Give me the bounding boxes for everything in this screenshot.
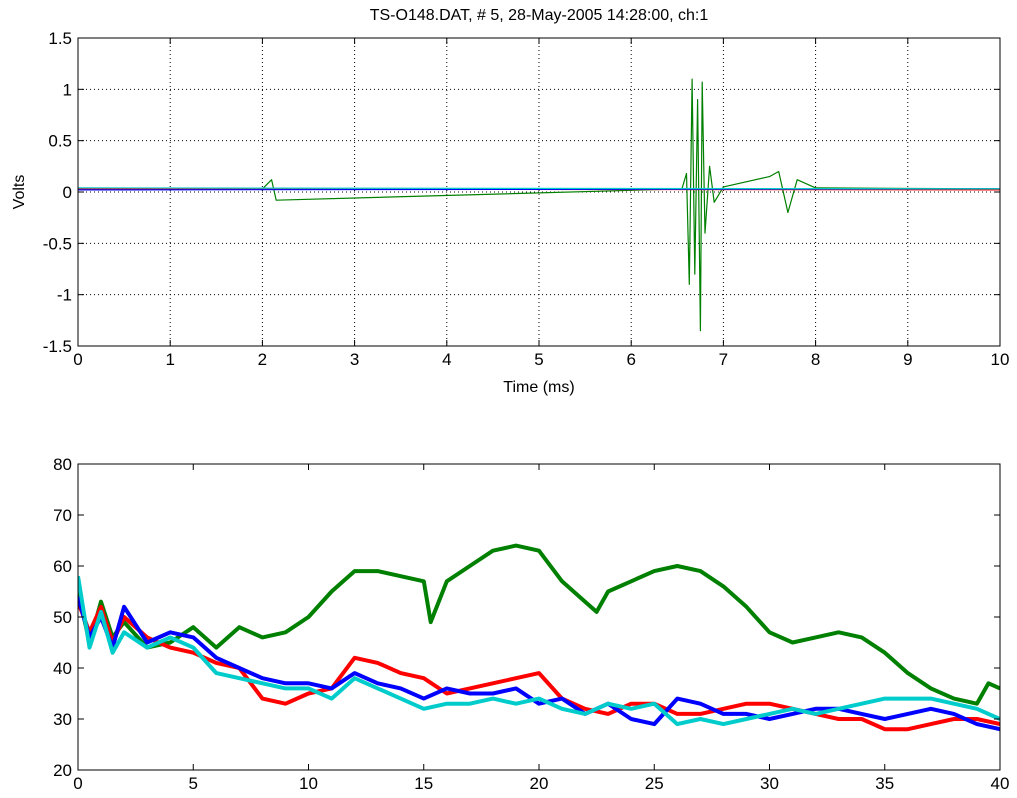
plot-title: TS-O148.DAT, # 5, 28-May-2005 14:28:00, …: [370, 7, 709, 24]
y-tick-label: -1: [57, 286, 72, 305]
x-tick-label: 35: [875, 774, 894, 793]
x-tick-label: 2: [258, 350, 267, 369]
y-axis-label: Volts: [11, 175, 28, 210]
x-tick-label: 0: [73, 350, 82, 369]
x-tick-label: 25: [645, 774, 664, 793]
y-tick-label: 60: [53, 557, 72, 576]
x-tick-label: 10: [299, 774, 318, 793]
y-tick-label: 20: [53, 761, 72, 780]
x-tick-label: 6: [626, 350, 635, 369]
bottom-plot-spectrum: 0 5 10 15 20 25 30 35 40 80 70 60 50 40 30 20: [53, 455, 1009, 793]
y-tick-label: 70: [53, 506, 72, 525]
x-tick-label: 4: [442, 350, 451, 369]
x-tick-label: 0: [73, 774, 82, 793]
y-tick-label: -1.5: [43, 337, 72, 356]
x-tick-label: 20: [530, 774, 549, 793]
y-tick-label: 40: [53, 659, 72, 678]
y-tick-label: 80: [53, 455, 72, 474]
x-tick-label: 5: [534, 350, 543, 369]
series-line-3: [78, 187, 1000, 190]
x-tick-label: 10: [991, 350, 1010, 369]
y-tick-label: 1: [63, 80, 72, 99]
series-line-3: [78, 575, 1000, 727]
series-line-1: [78, 600, 1000, 732]
x-tick-label: 40: [991, 774, 1010, 793]
top-plot-volts: TS-O148.DAT, # 5, 28-May-2005 14:28:00, …: [11, 7, 1009, 396]
plot-frame: [77, 463, 1001, 771]
y-tick-label: 1.5: [48, 29, 72, 48]
x-axis-label: Time (ms): [503, 379, 574, 396]
y-tick-label: 0.5: [48, 132, 72, 151]
y-tick-label: 0: [63, 183, 72, 202]
y-tick-label: -0.5: [43, 234, 72, 253]
series-group: [78, 543, 1000, 732]
x-tick-label: 15: [414, 774, 433, 793]
series-group: [78, 78, 1000, 332]
x-tick-label: 9: [903, 350, 912, 369]
x-tick-label: 8: [811, 350, 820, 369]
y-tick-label: 50: [53, 608, 72, 627]
series-line-0: [78, 78, 1000, 332]
y-tick-label: 30: [53, 710, 72, 729]
series-line-0: [78, 543, 1000, 706]
x-tick-label: 5: [189, 774, 198, 793]
x-tick-label: 3: [350, 350, 359, 369]
x-tick-label: 1: [165, 350, 174, 369]
x-tick-label: 7: [719, 350, 728, 369]
x-tick-label: 30: [760, 774, 779, 793]
